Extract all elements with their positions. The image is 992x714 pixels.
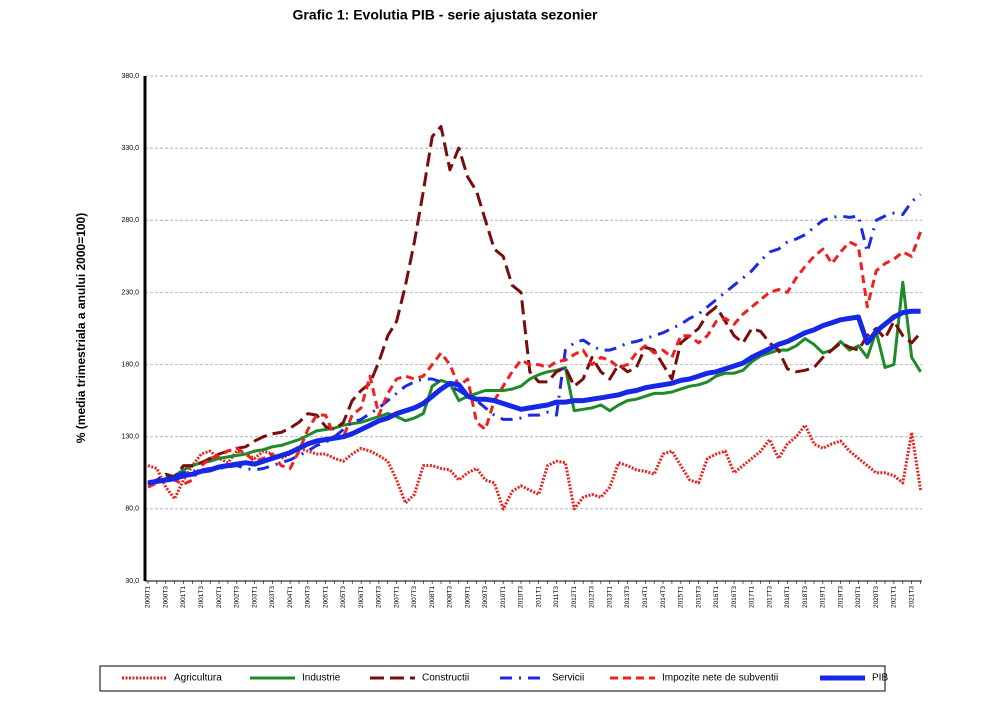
y-tick-label: 280,0 xyxy=(121,217,139,224)
legend-label: Servicii xyxy=(552,673,584,684)
y-tick-label: 30,0 xyxy=(125,578,139,585)
x-tick-label: 2008T3 xyxy=(447,586,454,608)
x-tick-label: 2006T1 xyxy=(358,586,365,608)
chart-title: Grafic 1: Evolutia PIB - serie ajustata … xyxy=(293,7,599,23)
x-tick-label: 2003T1 xyxy=(251,586,258,608)
y-tick-label: 230,0 xyxy=(121,289,139,296)
x-tick-label: 2013T3 xyxy=(624,586,631,608)
x-tick-label: 2019T1 xyxy=(820,586,827,608)
x-tick-label: 2020T1 xyxy=(855,586,862,608)
x-tick-label: 2005T3 xyxy=(340,586,347,608)
y-tick-label: 180,0 xyxy=(121,361,139,368)
series-line xyxy=(147,193,922,485)
x-tick-label: 2001T3 xyxy=(198,586,205,608)
y-tick-label: 330,0 xyxy=(121,145,139,152)
legend-box xyxy=(99,665,886,692)
x-tick-label: 2019T3 xyxy=(837,586,844,608)
legend-label: Industrie xyxy=(302,673,341,684)
x-tick-label: 2018T3 xyxy=(802,586,809,608)
x-tick-label: 2011T1 xyxy=(535,586,542,608)
x-tick-label: 2016T1 xyxy=(713,586,720,608)
x-tick-label: 2014T3 xyxy=(660,586,667,608)
x-tick-label: 2010T3 xyxy=(518,586,525,608)
x-tick-label: 2009T3 xyxy=(482,586,489,608)
x-tick-label: 2004T3 xyxy=(305,586,312,608)
x-tick-label: 2000T1 xyxy=(145,586,152,608)
x-tick-label: 2006T3 xyxy=(376,586,383,608)
x-tick-label: 2000T3 xyxy=(162,586,169,608)
series-line xyxy=(147,125,922,486)
x-tick-label: 2010T1 xyxy=(500,586,507,608)
x-tick-label: 2020T3 xyxy=(873,586,880,608)
x-tick-label: 2021T1 xyxy=(891,586,898,608)
series-line xyxy=(147,308,921,486)
x-tick-label: 2017T3 xyxy=(766,586,773,608)
x-tick-label: 2021T3 xyxy=(908,586,915,608)
x-tick-label: 2011T3 xyxy=(553,586,560,608)
x-tick-label: 2008T1 xyxy=(429,586,436,608)
x-tick-label: 2018T1 xyxy=(784,586,791,608)
x-tick-label: 2015T3 xyxy=(695,586,702,608)
x-tick-label: 2003T3 xyxy=(269,586,276,608)
y-tick-label: 130,0 xyxy=(121,434,139,441)
x-tick-label: 2002T1 xyxy=(216,586,223,608)
x-tick-label: 2013T1 xyxy=(606,586,613,608)
legend-label: Constructii xyxy=(422,673,469,684)
x-tick-label: 2015T1 xyxy=(678,586,685,608)
x-tick-label: 2005T1 xyxy=(322,586,329,608)
y-tick-label: 380,0 xyxy=(121,73,139,80)
x-tick-label: 2002T3 xyxy=(234,586,241,608)
x-tick-label: 2007T3 xyxy=(411,586,418,608)
y-tick-label: 80,0 xyxy=(125,506,139,513)
x-tick-label: 2016T3 xyxy=(731,586,738,608)
x-tick-label: 2001T1 xyxy=(180,586,187,608)
y-axis-label: % (media trimestriala a anului 2000=100) xyxy=(74,213,88,443)
x-tick-label: 2017T1 xyxy=(749,586,756,608)
x-tick-label: 2004T1 xyxy=(287,586,294,608)
x-tick-label: 2014T1 xyxy=(642,586,649,608)
x-tick-label: 2007T1 xyxy=(393,586,400,608)
x-tick-label: 2009T1 xyxy=(464,586,471,608)
legend-label: Impozite nete de subventii xyxy=(662,673,778,684)
x-tick-label: 2012T3 xyxy=(589,586,596,608)
series-line xyxy=(147,280,922,486)
legend-label: PIB xyxy=(872,673,888,684)
x-tick-label: 2012T1 xyxy=(571,586,578,608)
legend-label: Agricultura xyxy=(174,673,222,684)
